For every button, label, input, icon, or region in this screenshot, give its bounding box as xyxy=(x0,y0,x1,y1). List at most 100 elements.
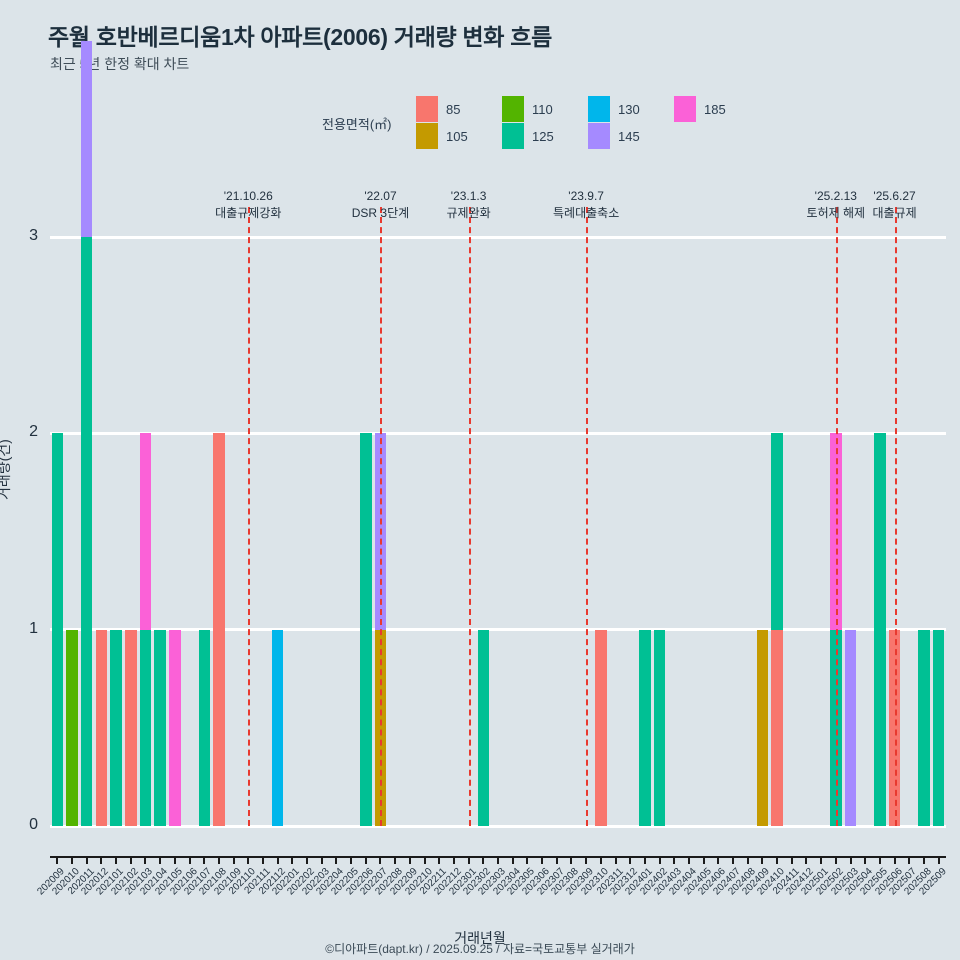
event-date: '25.2.13 xyxy=(814,189,857,203)
event-line xyxy=(835,207,838,826)
bar-segment[interactable] xyxy=(844,629,857,826)
x-tick xyxy=(335,857,338,864)
legend-swatch xyxy=(588,123,610,149)
x-tick xyxy=(232,857,235,864)
x-tick xyxy=(71,857,74,864)
x-tick xyxy=(452,857,455,864)
x-tick xyxy=(56,857,59,864)
x-tick xyxy=(408,857,411,864)
x-tick xyxy=(482,857,485,864)
bar-segment[interactable] xyxy=(595,629,607,826)
bar-segment[interactable] xyxy=(771,433,783,630)
x-tick xyxy=(585,857,588,864)
x-tick xyxy=(100,857,103,864)
event-line xyxy=(380,207,383,826)
event-line xyxy=(248,207,251,826)
x-tick xyxy=(159,857,162,864)
x-axis-title: 거래년월 xyxy=(454,930,506,946)
bar-segment[interactable] xyxy=(830,433,842,630)
gridline xyxy=(50,824,946,828)
bar-segment[interactable] xyxy=(771,629,783,826)
x-tick xyxy=(85,857,88,864)
bar-segment[interactable] xyxy=(80,237,93,826)
x-tick xyxy=(188,857,191,864)
x-tick xyxy=(570,857,573,864)
x-tick xyxy=(776,857,779,864)
x-tick xyxy=(173,857,176,864)
x-tick xyxy=(129,857,132,864)
x-tick xyxy=(320,857,323,864)
event-label: '25.6.27 대출규제 xyxy=(825,188,960,222)
bar-segment[interactable] xyxy=(374,433,387,630)
bar-segment[interactable] xyxy=(51,433,64,826)
x-tick xyxy=(467,857,470,864)
event-name: 대출규제 xyxy=(872,206,917,220)
event-date: '23.1.3 xyxy=(450,189,487,203)
bar-segment[interactable] xyxy=(213,433,225,826)
legend-swatch xyxy=(416,123,438,149)
bar-segment[interactable] xyxy=(830,629,842,826)
x-tick xyxy=(379,857,382,864)
event-date: '23.9.7 xyxy=(568,189,604,203)
bar-segment[interactable] xyxy=(756,629,769,826)
y-tick-label: 0 xyxy=(29,816,38,833)
x-tick xyxy=(555,857,558,864)
x-tick xyxy=(115,857,118,864)
event-line xyxy=(468,207,471,826)
legend-swatch xyxy=(588,96,610,122)
bar-segment[interactable] xyxy=(139,629,152,826)
bar-segment[interactable] xyxy=(80,40,93,237)
bar-segment[interactable] xyxy=(374,629,387,826)
event-label: '25.2.13 토허제 해제 xyxy=(766,188,906,222)
x-tick xyxy=(717,857,720,864)
event-date: '22.07 xyxy=(364,189,397,203)
bar-segment[interactable] xyxy=(139,433,152,630)
x-tick xyxy=(878,857,881,864)
x-tick xyxy=(820,857,823,864)
x-tick xyxy=(261,857,264,864)
x-tick xyxy=(438,857,441,864)
gridline xyxy=(50,628,946,632)
x-tick xyxy=(423,857,426,864)
plot-area xyxy=(50,40,946,828)
legend-swatch xyxy=(416,96,438,122)
legend-label: 125 xyxy=(532,129,554,144)
x-tick xyxy=(276,857,279,864)
legend-label: 185 xyxy=(704,102,726,117)
event-name: 특례대출축소 xyxy=(553,206,620,220)
x-tick xyxy=(746,857,749,864)
x-tick xyxy=(893,857,896,864)
bar-segment[interactable] xyxy=(154,629,166,826)
x-tick xyxy=(614,857,617,864)
x-tick xyxy=(761,857,764,864)
bar-segment[interactable] xyxy=(169,629,181,826)
legend-swatch xyxy=(502,96,524,122)
x-tick xyxy=(497,857,499,864)
x-tick xyxy=(203,857,206,864)
x-tick xyxy=(864,857,867,864)
y-axis-title: 거래량(건) xyxy=(0,439,12,500)
bar-segment[interactable] xyxy=(932,629,945,826)
page-subtitle: 최근 5년 한정 확대 차트 xyxy=(50,56,190,72)
x-tick xyxy=(702,857,705,864)
bar-segment[interactable] xyxy=(110,629,122,826)
bar-segment[interactable] xyxy=(639,629,651,826)
x-tick xyxy=(511,857,514,864)
x-tick xyxy=(732,857,735,864)
bar-segment[interactable] xyxy=(125,629,137,826)
legend-label: 145 xyxy=(618,129,640,144)
bar-segment[interactable] xyxy=(653,629,666,826)
legend-label: 105 xyxy=(446,129,468,144)
bar-segment[interactable] xyxy=(198,629,210,826)
bar-segment[interactable] xyxy=(271,629,284,826)
bar-segment[interactable] xyxy=(477,629,490,826)
bar-segment[interactable] xyxy=(360,433,372,826)
bar-segment[interactable] xyxy=(66,629,78,826)
bar-segment[interactable] xyxy=(95,629,108,826)
event-name: 대출규제강화 xyxy=(215,206,282,220)
y-tick-label: 1 xyxy=(29,619,38,637)
x-tick xyxy=(364,857,367,864)
bar-segment[interactable] xyxy=(874,433,886,826)
x-tick xyxy=(629,857,632,864)
bar-segment[interactable] xyxy=(918,629,930,826)
